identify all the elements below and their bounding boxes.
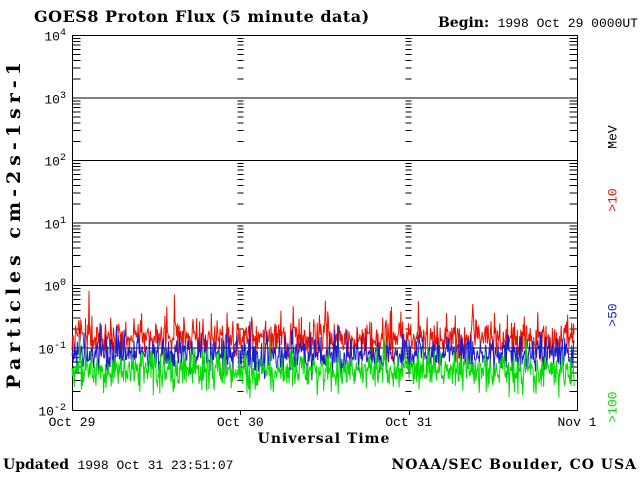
x-tick-label: Oct 31 [385,415,433,430]
x-tick-label: Nov 1 [557,415,597,430]
credit-text: NOAA/SEC Boulder, CO USA [391,457,637,473]
updated-label: Updated [3,457,70,473]
y-tick-label: 103 [44,90,66,107]
y-tick-label: 102 [44,153,66,170]
x-tick-label: Oct 29 [48,415,96,430]
series-gt100 [71,333,575,399]
updated-value: 1998 Oct 31 23:51:07 [77,458,234,473]
x-tick-label: Oct 30 [216,415,264,430]
begin-label: Begin: [437,15,490,31]
series-gt10 [71,290,575,366]
begin-value: 1998 Oct 29 0000UT [497,16,638,31]
begin-timestamp: Begin: 1998 Oct 29 0000UT [438,15,638,32]
y-tick-label: 104 [44,28,66,45]
y-tick-label: 100 [44,278,66,295]
y-tick-label: 101 [44,215,66,232]
y-tick-label: 10-1 [38,340,66,357]
updated-timestamp: Updated 1998 Oct 31 23:51:07 [3,457,233,474]
legend-unit-label: MeV [605,125,621,149]
y-tick-label: 10-2 [38,403,66,420]
legend-label-gt100: >100 [605,391,621,423]
legend-label-gt10: >10 [605,188,621,212]
legend-label-gt50: >50 [605,303,621,327]
chart-title: GOES8 Proton Flux (5 minute data) [34,7,370,26]
x-axis-label: Universal Time [257,431,391,447]
